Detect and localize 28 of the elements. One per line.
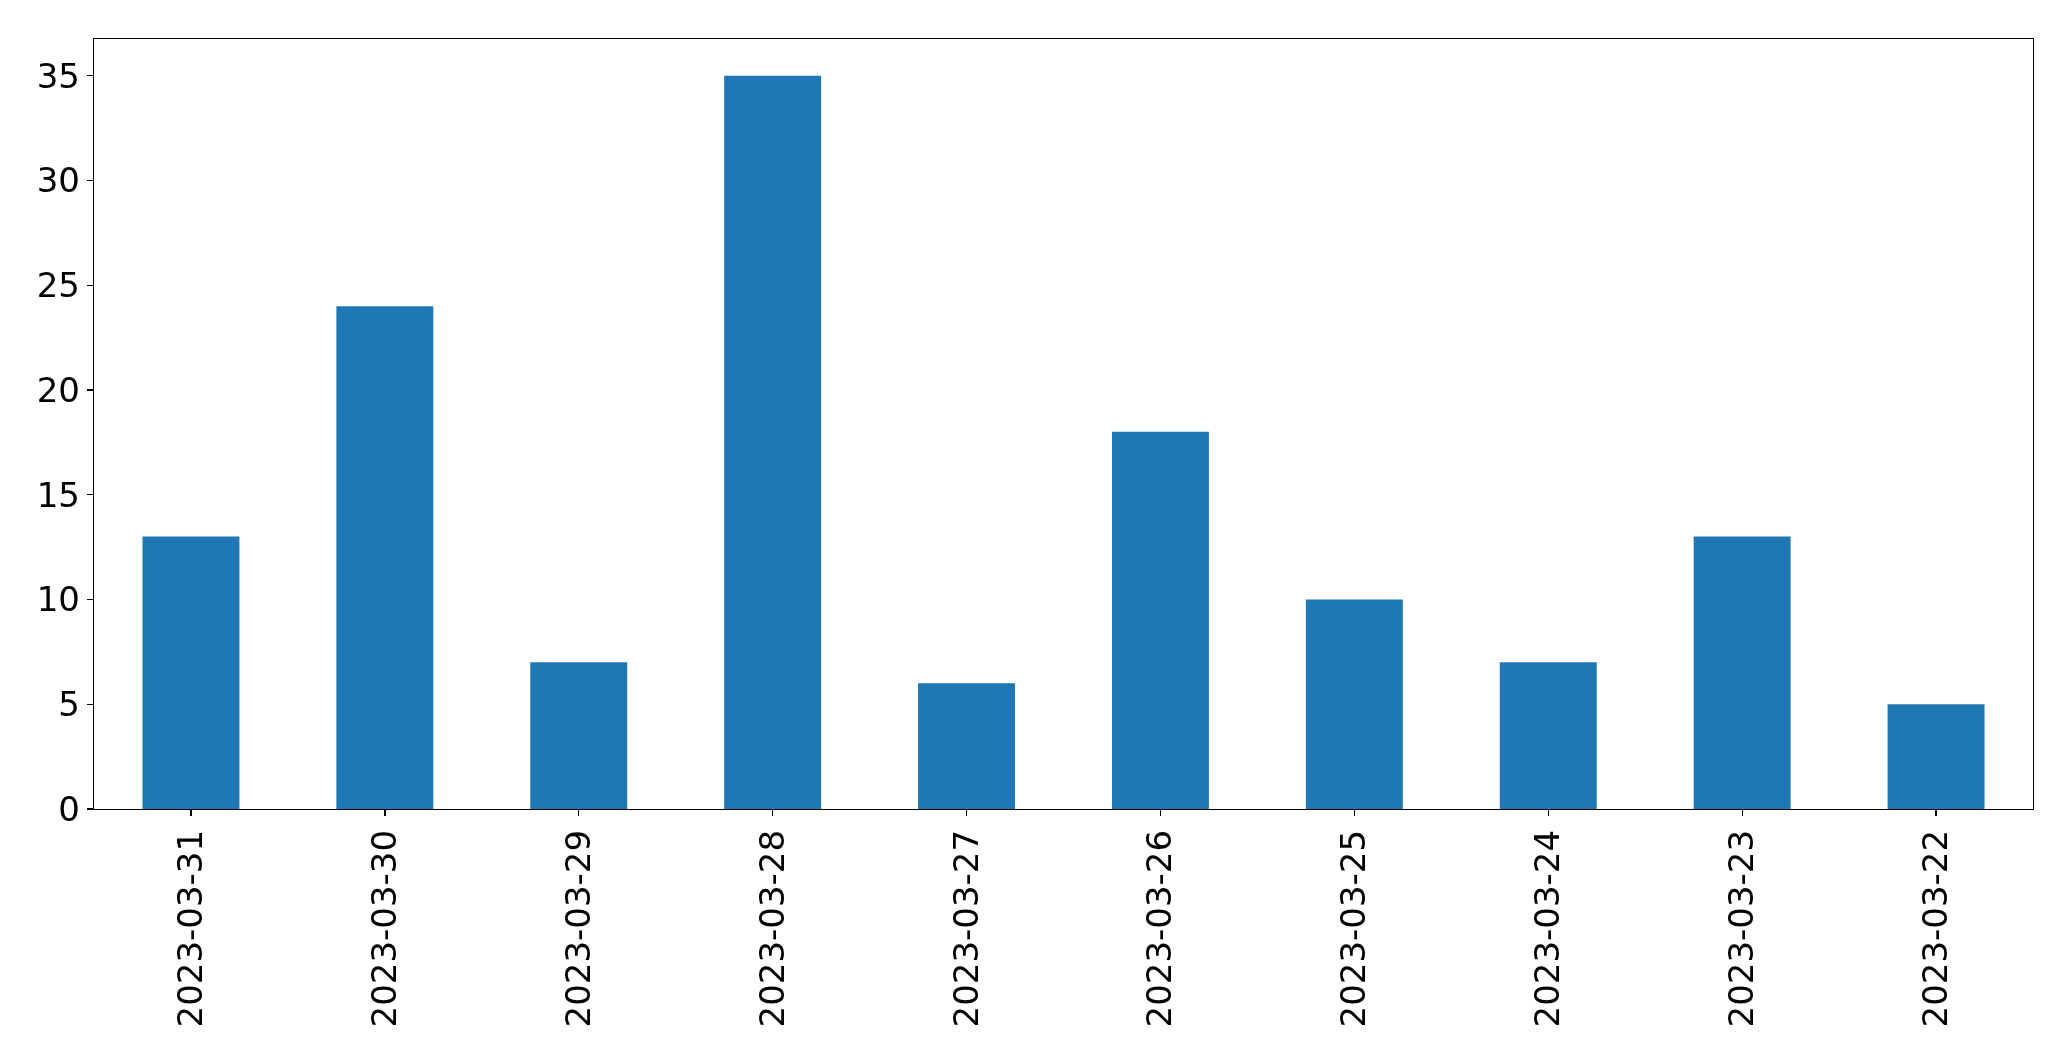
y-tick-label: 20: [36, 369, 80, 410]
y-tick-label: 15: [36, 474, 80, 515]
x-tick-label: 2023-03-22: [1915, 829, 1956, 1028]
x-tick-label: 2023-03-27: [945, 829, 986, 1028]
bar: [1111, 431, 1209, 809]
bar: [1499, 662, 1597, 809]
x-tick-label: 2023-03-31: [170, 829, 210, 1028]
bar: [530, 662, 628, 809]
bar: [918, 683, 1016, 809]
bar: [142, 536, 240, 809]
bar: [1693, 536, 1791, 809]
y-tick-label: 35: [36, 55, 80, 96]
bar: [724, 75, 822, 809]
bar: [336, 306, 434, 809]
x-tick-label: 2023-03-29: [557, 829, 598, 1028]
x-tick-label: 2023-03-28: [751, 829, 792, 1028]
bar: [1887, 704, 1985, 809]
y-tick-label: 30: [36, 160, 80, 201]
x-tick-label: 2023-03-26: [1139, 829, 1180, 1028]
y-tick-label: 5: [58, 684, 80, 725]
x-tick-label: 2023-03-25: [1333, 829, 1374, 1028]
y-tick-label: 10: [36, 579, 80, 620]
y-tick-label: 0: [58, 788, 80, 829]
x-tick-label: 2023-03-24: [1527, 829, 1568, 1028]
x-tick-label: 2023-03-23: [1721, 829, 1762, 1028]
y-tick-label: 25: [36, 265, 80, 306]
x-tick-label: 2023-03-30: [363, 829, 404, 1028]
bar: [1305, 599, 1403, 809]
